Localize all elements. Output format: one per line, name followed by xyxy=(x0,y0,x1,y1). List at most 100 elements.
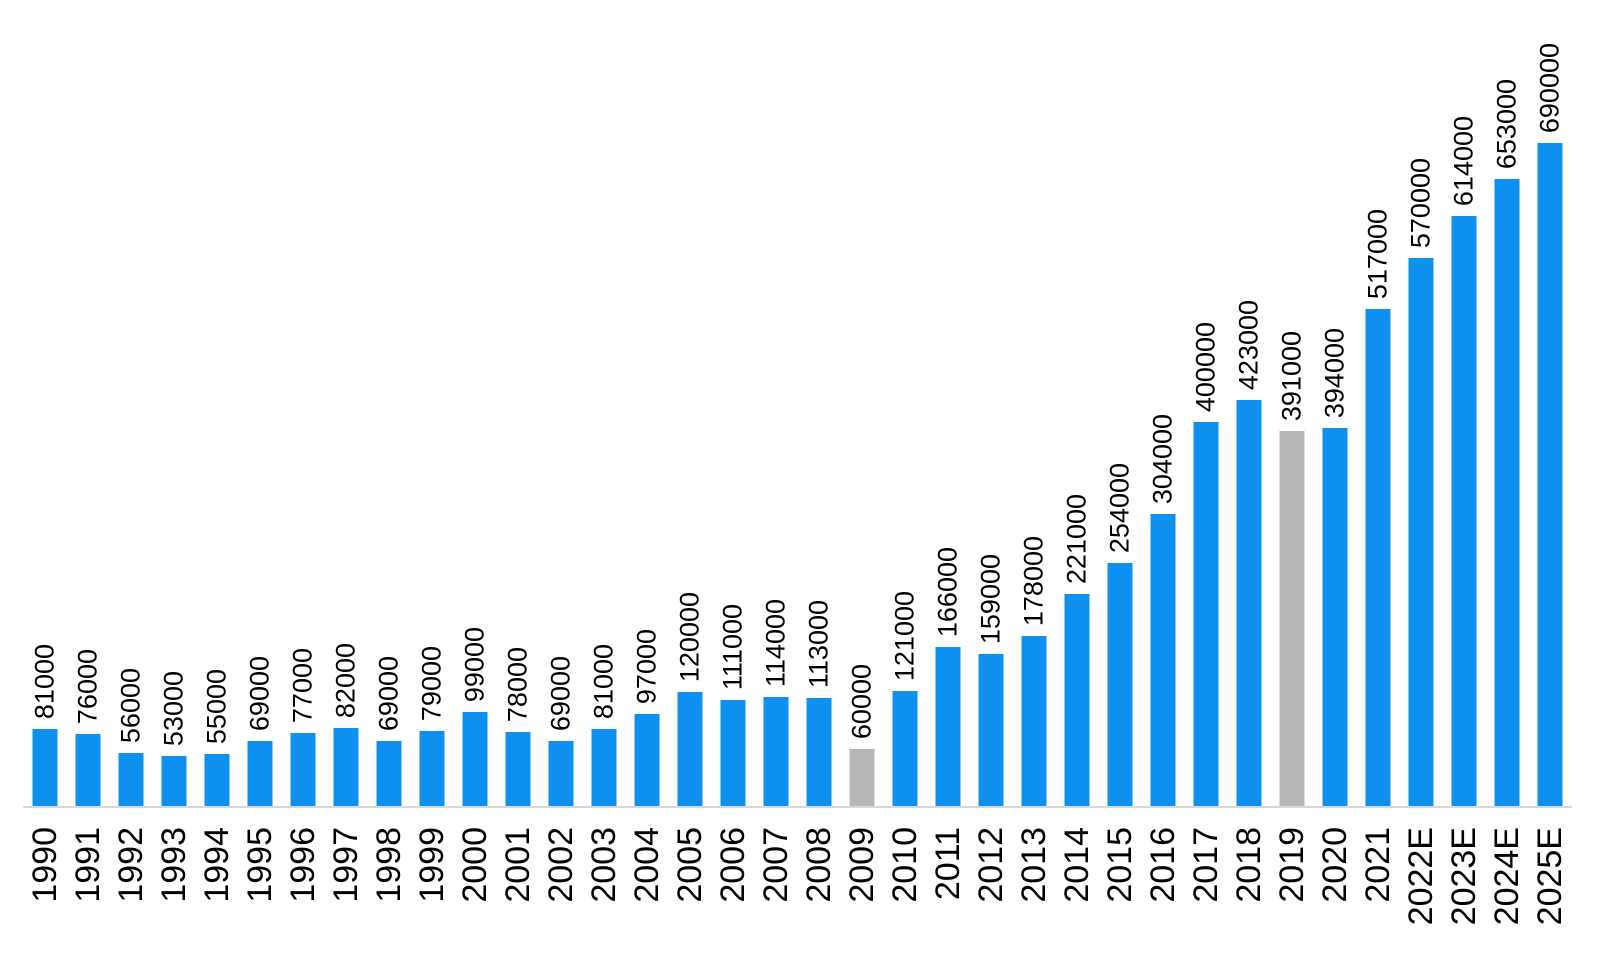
bar-2021 xyxy=(1365,309,1391,807)
value-label-2000: 99000 xyxy=(459,626,490,702)
value-label-2013: 178000 xyxy=(1018,535,1049,626)
category-label-2016: 2016 xyxy=(1144,827,1182,903)
value-label-2019: 391000 xyxy=(1276,330,1307,421)
chart-column-2018: 423000 2018 xyxy=(1228,0,1271,979)
value-label-1999: 79000 xyxy=(416,645,447,721)
category-label-1995: 1995 xyxy=(241,827,279,903)
value-label-2004: 97000 xyxy=(631,628,662,704)
bar-1998 xyxy=(376,741,402,807)
chart-column-1999: 79000 1999 xyxy=(411,0,454,979)
bar-2015 xyxy=(1107,563,1133,807)
value-label-1991: 76000 xyxy=(72,648,103,724)
value-label-2011: 166000 xyxy=(932,546,963,637)
bar-2024E xyxy=(1494,179,1520,807)
bar-1994 xyxy=(204,754,230,807)
chart-column-2025E: 690000 2025E xyxy=(1529,0,1572,979)
value-label-2016: 304000 xyxy=(1147,413,1178,504)
value-label-1998: 69000 xyxy=(373,655,404,731)
bar-2007 xyxy=(763,697,789,807)
chart-column-2006: 111000 2006 xyxy=(712,0,755,979)
value-label-2015: 254000 xyxy=(1104,462,1135,553)
chart-column-2008: 113000 2008 xyxy=(798,0,841,979)
bar-2001 xyxy=(505,732,531,807)
chart-column-2000: 99000 2000 xyxy=(454,0,497,979)
category-label-2007: 2007 xyxy=(757,827,795,903)
bar-1996 xyxy=(290,733,316,807)
chart-column-2015: 254000 2015 xyxy=(1099,0,1142,979)
value-label-2023E: 614000 xyxy=(1448,115,1479,206)
chart-column-2022E: 570000 2022E xyxy=(1400,0,1443,979)
value-label-2008: 113000 xyxy=(803,599,834,688)
category-label-2023E: 2023E xyxy=(1445,827,1483,926)
bar-1997 xyxy=(333,728,359,807)
bar-2016 xyxy=(1150,514,1176,807)
value-label-1990: 81000 xyxy=(29,643,60,719)
category-label-2014: 2014 xyxy=(1058,827,1096,903)
bar-2010 xyxy=(892,691,918,807)
category-label-1999: 1999 xyxy=(413,827,451,903)
value-label-1996: 77000 xyxy=(287,647,318,723)
category-label-2010: 2010 xyxy=(886,827,924,903)
category-label-2008: 2008 xyxy=(800,827,838,903)
chart-column-2019: 391000 2019 xyxy=(1271,0,1314,979)
chart-column-2013: 178000 2013 xyxy=(1013,0,1056,979)
value-label-2020: 394000 xyxy=(1319,327,1350,418)
chart-column-2001: 78000 2001 xyxy=(497,0,540,979)
value-label-1993: 53000 xyxy=(158,670,189,746)
category-label-1996: 1996 xyxy=(284,827,322,903)
value-label-2006: 111000 xyxy=(717,603,748,690)
chart-column-1992: 56000 1992 xyxy=(110,0,153,979)
chart-column-2020: 394000 2020 xyxy=(1314,0,1357,979)
bar-1995 xyxy=(247,741,273,807)
bar-2000 xyxy=(462,712,488,807)
bar-2003 xyxy=(591,729,617,807)
category-label-2012: 2012 xyxy=(972,827,1010,903)
chart-column-1994: 55000 1994 xyxy=(196,0,239,979)
bar-2005 xyxy=(677,692,703,807)
category-label-2015: 2015 xyxy=(1101,827,1139,903)
bar-2009 xyxy=(849,749,875,807)
bar-2025E xyxy=(1537,143,1563,807)
category-label-2025E: 2025E xyxy=(1531,827,1569,926)
bar-2006 xyxy=(720,700,746,807)
chart-column-2009: 60000 2009 xyxy=(841,0,884,979)
bar-1992 xyxy=(118,753,144,807)
value-label-2017: 400000 xyxy=(1190,321,1221,412)
value-label-2014: 221000 xyxy=(1061,493,1092,584)
value-label-2021: 517000 xyxy=(1362,208,1393,299)
chart-column-1990: 81000 1990 xyxy=(24,0,67,979)
chart-column-2024E: 653000 2024E xyxy=(1486,0,1529,979)
category-label-2009: 2009 xyxy=(843,827,881,903)
bar-2018 xyxy=(1236,400,1262,807)
chart-column-2012: 159000 2012 xyxy=(970,0,1013,979)
x-axis-line xyxy=(23,806,1572,808)
category-label-2002: 2002 xyxy=(542,827,580,903)
category-label-1991: 1991 xyxy=(69,827,107,903)
category-label-2022E: 2022E xyxy=(1402,827,1440,926)
category-label-2017: 2017 xyxy=(1187,827,1225,903)
bar-2019 xyxy=(1279,431,1305,807)
category-label-2020: 2020 xyxy=(1316,827,1354,903)
bar-2020 xyxy=(1322,428,1348,807)
chart-column-2002: 69000 2002 xyxy=(540,0,583,979)
chart-column-2023E: 614000 2023E xyxy=(1443,0,1486,979)
value-label-2003: 81000 xyxy=(588,643,619,719)
bar-2008 xyxy=(806,698,832,807)
value-label-2001: 78000 xyxy=(502,646,533,722)
category-label-2001: 2001 xyxy=(499,827,537,903)
category-label-2024E: 2024E xyxy=(1488,827,1526,926)
category-label-1998: 1998 xyxy=(370,827,408,903)
value-label-1995: 69000 xyxy=(244,655,275,731)
category-label-2018: 2018 xyxy=(1230,827,1268,903)
chart-column-2003: 81000 2003 xyxy=(583,0,626,979)
category-label-2019: 2019 xyxy=(1273,827,1311,903)
bar-1991 xyxy=(75,734,101,807)
category-label-2013: 2013 xyxy=(1015,827,1053,903)
value-label-2012: 159000 xyxy=(975,553,1006,644)
chart-column-1996: 77000 1996 xyxy=(282,0,325,979)
value-label-2025E: 690000 xyxy=(1534,42,1565,133)
value-label-2005: 120000 xyxy=(674,591,705,682)
category-label-2006: 2006 xyxy=(714,827,752,903)
